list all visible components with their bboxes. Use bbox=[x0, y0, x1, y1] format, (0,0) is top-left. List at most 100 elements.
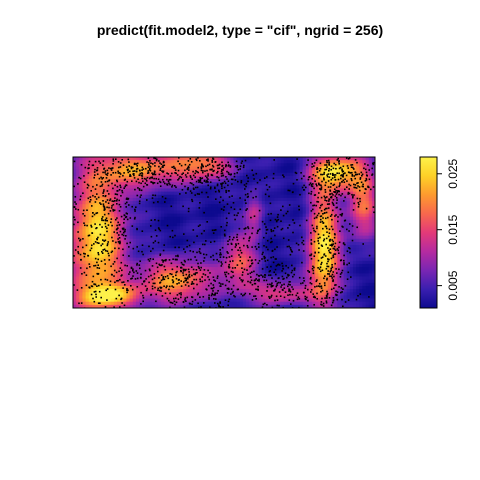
heatmap-cell bbox=[176, 229, 181, 233]
heatmap-cell bbox=[154, 163, 159, 167]
event-point bbox=[87, 197, 90, 200]
heatmap-cell bbox=[324, 304, 329, 308]
heatmap-cell bbox=[365, 204, 370, 208]
heatmap-cell bbox=[283, 163, 288, 167]
heatmap-cell bbox=[280, 248, 285, 252]
heatmap-cell bbox=[179, 282, 184, 287]
heatmap-cell bbox=[126, 229, 131, 233]
heatmap-cell bbox=[274, 304, 278, 308]
heatmap-cell bbox=[346, 301, 351, 306]
heatmap-cell bbox=[258, 263, 263, 268]
heatmap-cell bbox=[164, 226, 168, 230]
heatmap-cell bbox=[343, 270, 348, 274]
heatmap-cell bbox=[107, 292, 112, 296]
heatmap-cell bbox=[91, 213, 96, 218]
heatmap-cell bbox=[79, 223, 83, 227]
heatmap-cell bbox=[255, 197, 260, 202]
heatmap-cell bbox=[324, 285, 329, 290]
heatmap-cell bbox=[321, 248, 326, 252]
heatmap-cell bbox=[286, 185, 291, 189]
heatmap-cell bbox=[110, 169, 115, 174]
heatmap-cell bbox=[246, 188, 250, 193]
heatmap-cell bbox=[117, 276, 121, 281]
heatmap-cell bbox=[76, 201, 80, 205]
heatmap-cell bbox=[274, 238, 278, 243]
heatmap-cell bbox=[302, 163, 307, 167]
heatmap-cell bbox=[286, 182, 291, 186]
heatmap-cell bbox=[246, 248, 250, 252]
heatmap-cell bbox=[217, 289, 222, 293]
heatmap-cell bbox=[104, 257, 109, 262]
heatmap-cell bbox=[173, 276, 178, 281]
heatmap-cell bbox=[205, 276, 209, 281]
heatmap-cell bbox=[120, 166, 124, 170]
heatmap-cell bbox=[110, 257, 115, 262]
event-point bbox=[107, 202, 110, 204]
heatmap-cell bbox=[142, 201, 146, 205]
heatmap-cell bbox=[371, 175, 375, 180]
event-point bbox=[127, 198, 129, 201]
heatmap-cell bbox=[290, 216, 294, 221]
heatmap-cell bbox=[293, 260, 297, 265]
heatmap-cell bbox=[337, 213, 341, 218]
heatmap-cell bbox=[233, 273, 237, 277]
heatmap-cell bbox=[224, 257, 228, 262]
heatmap-cell bbox=[258, 175, 263, 180]
heatmap-cell bbox=[120, 254, 124, 259]
event-point bbox=[144, 182, 147, 185]
heatmap-cell bbox=[330, 248, 335, 252]
heatmap-cell bbox=[258, 270, 263, 274]
event-point bbox=[94, 168, 96, 171]
heatmap-cell bbox=[79, 219, 83, 224]
heatmap-cell bbox=[220, 257, 225, 262]
heatmap-cell bbox=[76, 191, 80, 196]
heatmap-cell bbox=[261, 270, 266, 274]
heatmap-cell bbox=[157, 251, 162, 255]
heatmap-cell bbox=[271, 295, 275, 299]
heatmap-cell bbox=[224, 267, 228, 271]
heatmap-cell bbox=[179, 219, 184, 224]
heatmap-cell bbox=[76, 197, 80, 202]
heatmap-cell bbox=[249, 166, 253, 170]
heatmap-cell bbox=[233, 251, 237, 255]
heatmap-cell bbox=[258, 163, 263, 167]
heatmap-cell bbox=[308, 285, 313, 290]
heatmap-cell bbox=[120, 169, 124, 174]
heatmap-cell bbox=[334, 169, 338, 174]
heatmap-cell bbox=[179, 229, 184, 233]
heatmap-cell bbox=[220, 241, 225, 246]
heatmap-cell bbox=[268, 191, 272, 196]
event-point bbox=[101, 219, 103, 222]
heatmap-cell bbox=[211, 238, 215, 243]
heatmap-cell bbox=[151, 254, 156, 259]
heatmap-cell bbox=[192, 289, 197, 293]
heatmap-cell bbox=[349, 257, 354, 262]
heatmap-cell bbox=[98, 229, 102, 233]
heatmap-cell bbox=[157, 226, 162, 230]
heatmap-cell bbox=[293, 194, 297, 199]
heatmap-cell bbox=[268, 245, 272, 249]
heatmap-cell bbox=[85, 235, 90, 240]
event-point bbox=[79, 195, 82, 198]
heatmap-cell bbox=[201, 175, 206, 180]
heatmap-cell bbox=[330, 235, 335, 240]
heatmap-cell bbox=[217, 213, 222, 218]
heatmap-cell bbox=[362, 172, 366, 177]
heatmap-cell bbox=[252, 298, 256, 303]
heatmap-cell bbox=[91, 172, 96, 177]
heatmap-cell bbox=[161, 210, 165, 215]
heatmap-cell bbox=[104, 282, 109, 287]
heatmap-cell bbox=[82, 248, 86, 252]
heatmap-cell bbox=[349, 276, 354, 281]
heatmap-cell bbox=[167, 282, 171, 287]
heatmap-cell bbox=[337, 179, 341, 183]
heatmap-cell bbox=[129, 235, 134, 240]
event-point bbox=[93, 213, 96, 216]
heatmap-cell bbox=[264, 304, 269, 308]
heatmap-cell bbox=[362, 260, 366, 265]
heatmap-cell bbox=[346, 207, 351, 211]
heatmap-cell bbox=[277, 298, 282, 303]
heatmap-cell bbox=[308, 304, 313, 308]
heatmap-cell bbox=[283, 169, 288, 174]
heatmap-cell bbox=[299, 241, 304, 246]
